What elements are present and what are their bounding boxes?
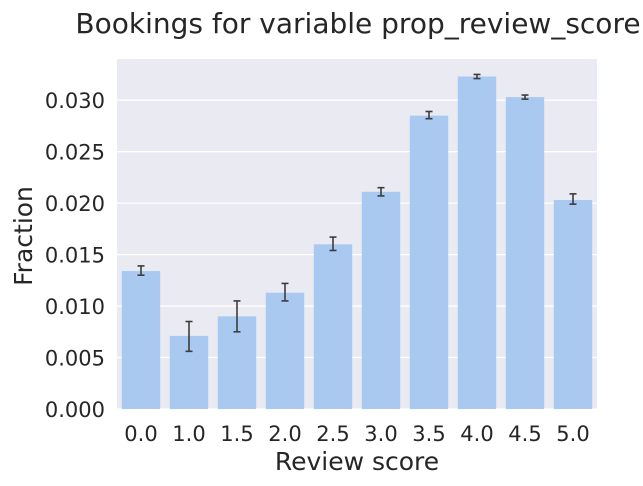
y-tick-label: 0.020 <box>45 192 105 216</box>
x-axis-ticks: 0.0 1.0 1.5 2.0 2.5 3.0 3.5 4.0 4.5 5.0 <box>124 422 589 446</box>
bar-2.0 <box>265 292 305 409</box>
bar-2.5 <box>313 244 353 409</box>
y-tick-label: 0.025 <box>45 141 105 165</box>
y-tick-label: 0.010 <box>45 295 105 319</box>
error-bar <box>521 94 529 100</box>
x-tick-label: 2.0 <box>268 422 301 446</box>
bar-3.5 <box>409 115 449 409</box>
y-tick-label: 0.015 <box>45 244 105 268</box>
y-axis-ticks: 0.000 0.005 0.010 0.015 0.020 0.025 0.030 <box>45 89 105 422</box>
bar-series <box>121 76 593 410</box>
x-tick-label: 1.0 <box>172 422 205 446</box>
bar-3.0 <box>361 191 401 409</box>
y-tick-label: 0.005 <box>45 347 105 371</box>
x-tick-label: 3.0 <box>364 422 397 446</box>
error-bar <box>137 265 145 276</box>
error-bar <box>281 282 289 302</box>
y-tick-label: 0.000 <box>45 398 105 422</box>
error-bars <box>137 73 577 353</box>
error-bar <box>377 186 385 197</box>
x-tick-label: 4.5 <box>508 422 541 446</box>
bar-4.5 <box>505 97 545 410</box>
bar-0.0 <box>121 271 161 409</box>
error-bar <box>473 73 481 80</box>
error-bar <box>233 300 241 333</box>
bar-4.0 <box>457 76 497 409</box>
x-tick-label: 5.0 <box>556 422 589 446</box>
error-bar <box>425 110 433 120</box>
bar-5.0 <box>553 200 593 409</box>
y-tick-label: 0.030 <box>45 89 105 113</box>
y-axis-label: Fraction <box>9 186 38 286</box>
x-tick-label: 0.0 <box>124 422 157 446</box>
x-tick-label: 1.5 <box>220 422 253 446</box>
error-bar <box>329 236 337 252</box>
x-tick-label: 2.5 <box>316 422 349 446</box>
error-bar <box>185 320 193 353</box>
x-tick-label: 4.0 <box>460 422 493 446</box>
error-bar <box>569 193 577 205</box>
chart-title: Bookings for variable prop_review_score <box>75 7 640 40</box>
x-axis-label: Review score <box>275 447 439 476</box>
x-tick-label: 3.5 <box>412 422 445 446</box>
